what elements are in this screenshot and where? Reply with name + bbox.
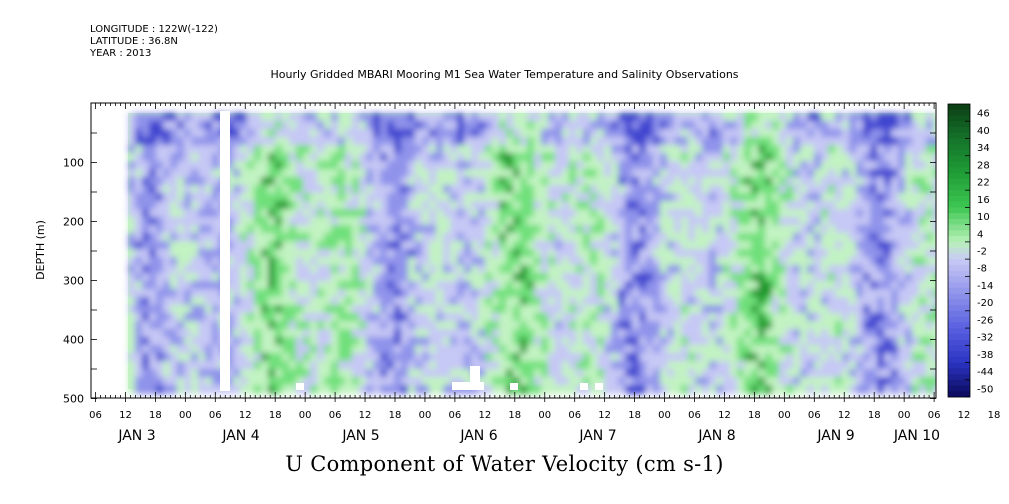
y-axis-tick-labels: 100 200 300 400 500 bbox=[63, 157, 84, 406]
y-tick-label: 300 bbox=[63, 275, 84, 288]
x-hour-label: 06 bbox=[449, 410, 462, 421]
x-hour-label: 12 bbox=[718, 410, 731, 421]
latitude-label: LATITUDE : 36.8N bbox=[90, 36, 178, 47]
colorbar-label: 34 bbox=[977, 143, 990, 154]
x-hour-label: 00 bbox=[778, 410, 791, 421]
plot-frame bbox=[90, 102, 937, 399]
x-axis-ticks bbox=[95, 103, 935, 402]
x-hour-label: 18 bbox=[269, 410, 282, 421]
x-axis-day-labels: JAN 3 JAN 4 JAN 5 JAN 6 JAN 7 JAN 8 JAN 9 JAN 1… bbox=[117, 428, 940, 444]
x-hour-label: 06 bbox=[688, 410, 701, 421]
x-hour-label: 00 bbox=[898, 410, 911, 421]
y-tick-label: 500 bbox=[63, 393, 84, 406]
colorbar: 46 40 34 28 22 16 10 4 -2 -8 -14 -20 -26 -32 -38 -44 -50 bbox=[947, 103, 993, 398]
colorbar-label: 22 bbox=[977, 178, 990, 189]
colorbar-label: 4 bbox=[977, 229, 983, 240]
x-hour-label: 06 bbox=[209, 410, 222, 421]
y-axis-ticks bbox=[91, 132, 936, 399]
x-hour-label: 12 bbox=[478, 410, 491, 421]
x-day-label: JAN 8 bbox=[697, 428, 735, 444]
x-day-label: JAN 6 bbox=[459, 428, 497, 444]
x-hour-label: 18 bbox=[149, 410, 162, 421]
x-axis-title: U Component of Water Velocity (cm s-1) bbox=[285, 452, 724, 476]
x-hour-label: 18 bbox=[508, 410, 521, 421]
metadata-block: LONGITUDE : 122W(-122) LATITUDE : 36.8N … bbox=[90, 24, 218, 60]
colorbar-label: 40 bbox=[977, 126, 990, 137]
x-day-label: JAN 10 bbox=[893, 428, 940, 444]
y-tick-label: 200 bbox=[63, 216, 84, 229]
x-hour-label: 18 bbox=[868, 410, 881, 421]
x-hour-label: 12 bbox=[958, 410, 971, 421]
colorbar-label: -38 bbox=[977, 350, 993, 361]
x-day-label: JAN 5 bbox=[341, 428, 379, 444]
chart-title: Hourly Gridded MBARI Mooring M1 Sea Wate… bbox=[270, 68, 739, 81]
data-gaps bbox=[220, 111, 603, 391]
x-hour-label: 12 bbox=[239, 410, 252, 421]
x-hour-label: 12 bbox=[838, 410, 851, 421]
x-axis-hour-labels: 06 12 18 00 06 12 18 00 06 12 18 00 06 12 18 00 06 12 18 00… bbox=[89, 410, 1001, 421]
x-hour-label: 12 bbox=[359, 410, 372, 421]
longitude-label: LONGITUDE : 122W(-122) bbox=[90, 24, 218, 35]
x-hour-label: 06 bbox=[568, 410, 581, 421]
colorbar-label: -32 bbox=[977, 333, 993, 344]
colorbar-label: 10 bbox=[977, 212, 990, 223]
x-hour-label: 06 bbox=[928, 410, 941, 421]
x-day-label: JAN 9 bbox=[816, 428, 854, 444]
x-hour-label: 00 bbox=[299, 410, 312, 421]
colorbar-label: -20 bbox=[977, 298, 993, 309]
x-day-label: JAN 4 bbox=[221, 428, 259, 444]
colorbar-label: -2 bbox=[977, 247, 987, 258]
x-hour-label: 00 bbox=[419, 410, 432, 421]
colorbar-label: -14 bbox=[977, 281, 993, 292]
heatmap-field bbox=[128, 113, 936, 394]
colorbar-label: 46 bbox=[977, 109, 990, 120]
x-hour-label: 18 bbox=[988, 410, 1001, 421]
colorbar-label: -50 bbox=[977, 384, 993, 395]
x-hour-label: 18 bbox=[748, 410, 761, 421]
x-hour-label: 06 bbox=[808, 410, 821, 421]
x-day-label: JAN 7 bbox=[578, 428, 616, 444]
colorbar-label: 16 bbox=[977, 195, 990, 206]
x-hour-label: 00 bbox=[658, 410, 671, 421]
x-hour-label: 18 bbox=[628, 410, 641, 421]
colorbar-label: -26 bbox=[977, 315, 993, 326]
year-label: YEAR : 2013 bbox=[90, 48, 152, 59]
colorbar-label: -8 bbox=[977, 264, 987, 275]
x-hour-label: 18 bbox=[389, 410, 402, 421]
x-hour-label: 00 bbox=[538, 410, 551, 421]
y-tick-label: 400 bbox=[63, 334, 84, 347]
x-hour-label: 06 bbox=[89, 410, 102, 421]
x-hour-label: 12 bbox=[598, 410, 611, 421]
y-tick-label: 100 bbox=[63, 157, 84, 170]
x-hour-label: 06 bbox=[329, 410, 342, 421]
colorbar-label: -44 bbox=[977, 367, 993, 378]
x-day-label: JAN 3 bbox=[117, 428, 155, 444]
x-hour-label: 12 bbox=[119, 410, 132, 421]
y-axis-label: DEPTH (m) bbox=[34, 220, 47, 280]
colorbar-label: 28 bbox=[977, 160, 990, 171]
x-hour-label: 00 bbox=[179, 410, 192, 421]
